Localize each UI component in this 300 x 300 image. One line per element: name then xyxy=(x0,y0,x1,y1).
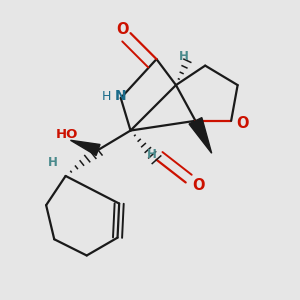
Text: O: O xyxy=(236,116,249,131)
Text: O: O xyxy=(116,22,129,38)
Text: H: H xyxy=(101,90,111,103)
Polygon shape xyxy=(189,118,212,153)
Text: HO: HO xyxy=(56,128,78,141)
Text: N: N xyxy=(115,89,127,103)
Text: H: H xyxy=(48,157,58,169)
Polygon shape xyxy=(70,140,100,155)
Text: H: H xyxy=(179,50,189,63)
Text: O: O xyxy=(192,178,204,193)
Text: H: H xyxy=(147,148,157,161)
